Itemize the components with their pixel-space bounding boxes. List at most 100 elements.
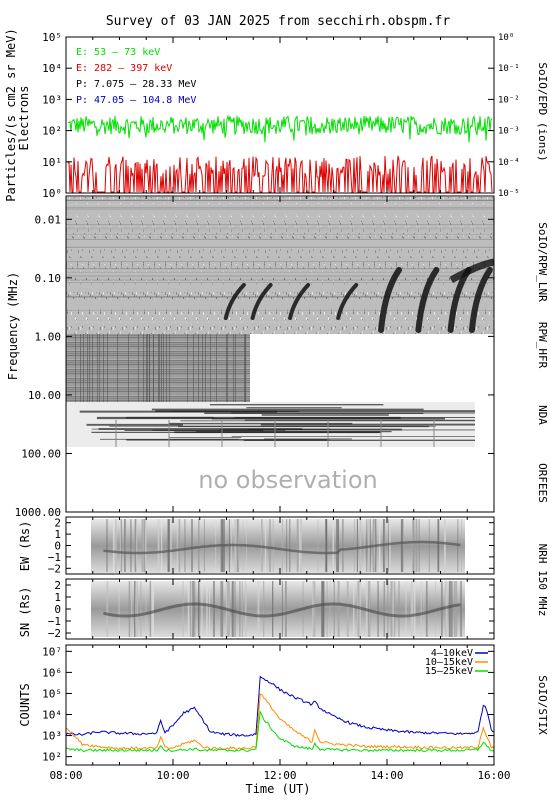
nrh-stripe [168, 519, 170, 572]
epd-left-ticks: 10⁰ 10¹ 10² 10³ 10⁴ 10⁵ [42, 31, 72, 200]
nrh-stripe [390, 581, 393, 637]
nrh-stripe [136, 581, 138, 637]
nrh-tick-label: −1 [48, 615, 61, 628]
nrh-stripe [412, 581, 414, 637]
nrh-stripe [446, 581, 448, 637]
no-observation-label: no observation [198, 466, 377, 494]
nrh-stripe [317, 519, 319, 572]
nrh-stripe [461, 519, 462, 572]
x-tick-label: 12:00 [263, 769, 296, 782]
nrh-stripe [456, 581, 458, 637]
epd-right-ticks: 10⁻⁵ 10⁻⁴ 10⁻³ 10⁻² 10⁻¹ 10⁰ [488, 33, 520, 199]
nrh-stripe [136, 519, 138, 572]
nrh-stripe [342, 519, 344, 572]
type3-burst [468, 267, 493, 333]
nrh-stripe [453, 581, 456, 637]
type3-burst [250, 283, 273, 320]
nrh-stripe [157, 519, 160, 572]
epd-series-1-trace [67, 155, 493, 193]
nrh-stripe [415, 519, 418, 572]
nrh-stripe [282, 519, 283, 572]
nrh-ew-image [91, 519, 465, 573]
nrh-stripe [394, 581, 396, 637]
nrh-tick-label: 0 [54, 540, 61, 553]
nrh-sn-panel: 210−1−2 SN (Rs) NRH 150 MHz [18, 544, 549, 640]
epd-series-0-trace [67, 114, 493, 143]
stix-tick-label: 10⁷ [42, 645, 62, 658]
epd-ylabel: Particles/(s cm2 sr MeV) [4, 28, 18, 201]
nrh-stripe [363, 519, 365, 572]
nrh-stripe [460, 581, 462, 637]
stix-legend-2: 15–25keV [425, 666, 473, 677]
nrh-stripe [144, 519, 147, 572]
nrh-stripe [450, 581, 453, 637]
nrh-stripe [388, 519, 389, 572]
nrh-stripe [272, 519, 274, 572]
nrh-tick-label: 2 [54, 517, 61, 530]
nrh-stripe [286, 519, 288, 572]
radio-tick-label: 0.10 [35, 272, 62, 285]
nrh-stripe [333, 581, 335, 637]
radio-tick-label: 10.00 [28, 389, 61, 402]
nrh-stripe [428, 519, 430, 572]
nrh-stripe [213, 581, 215, 637]
epd-right-tick-label: 10⁻⁴ [498, 158, 520, 168]
nrh-stripe [198, 581, 200, 637]
nrh-stripe [423, 581, 425, 637]
stix-legend-0: 4–10keV [431, 648, 473, 659]
nrh-stripe [151, 581, 152, 637]
stix-tick-label: 10² [42, 751, 62, 764]
nrh-ew-panel: 210−1−2 EW (Rs) [18, 516, 495, 575]
nrh-stripe [354, 519, 355, 572]
stix-tick-label: 10⁵ [42, 687, 62, 700]
nrh-tick-label: 2 [54, 579, 61, 592]
epd-left-tick-label: 10¹ [42, 156, 62, 169]
type3-burst [378, 267, 402, 333]
epd-right-tick-label: 10⁻³ [498, 127, 520, 137]
epd-right-tick-label: 10⁻¹ [498, 64, 520, 74]
epd-ylabel-2: Electrons [17, 85, 31, 150]
nrh-stripe [437, 519, 440, 572]
nrh-stripe [170, 519, 172, 572]
nrh-stripe [257, 581, 260, 637]
nrh-stripe [161, 519, 163, 572]
nrh-stripe [189, 581, 192, 637]
nrh-stripe [392, 581, 394, 637]
nrh-stripe [187, 581, 190, 637]
stix-series-2-trace [65, 710, 495, 753]
right-label-nda: NDA [536, 405, 549, 425]
nrh-stripe [124, 519, 126, 572]
nrh-stripe [130, 519, 132, 572]
nrh-stripe [152, 581, 154, 637]
nrh-sn-image [91, 581, 465, 637]
nrh-stripe [118, 581, 120, 637]
nrh-stripe [106, 519, 108, 572]
nrh-ew-ticks: 210−1−2 [48, 517, 494, 575]
nrh-stripe [120, 519, 122, 572]
nrh-stripe [184, 519, 186, 572]
nrh-tick-label: 0 [54, 603, 61, 616]
right-label-orfees: ORFEES [536, 463, 549, 503]
nrh-stripe [359, 519, 362, 572]
epd-left-tick-label: 10² [42, 125, 62, 138]
nrh-sn-ticks: 210−1−2 [48, 579, 494, 640]
stix-tick-label: 10³ [42, 730, 62, 743]
lnr-band-noise [66, 197, 494, 334]
stix-series-0-trace [65, 675, 495, 737]
stix-series-1-trace [65, 693, 495, 751]
type3-burst [415, 267, 440, 333]
stix-traces [65, 675, 495, 753]
nrh-stripe [141, 519, 144, 572]
nrh-sn-ylabel: SN (Rs) [18, 587, 32, 638]
stix-ylabel: COUNTS [18, 683, 32, 726]
x-axis-label: Time (UT) [245, 782, 310, 796]
radio-tick-label: 0.01 [35, 213, 62, 226]
lnr-horizontal-streaks [66, 199, 494, 330]
nrh-stripe [115, 519, 117, 572]
nrh-stripe [410, 581, 413, 637]
nrh-stripe [128, 581, 131, 637]
nrh-stripe [402, 519, 404, 572]
nrh-stripe [414, 581, 416, 637]
nrh-stripe [356, 581, 359, 637]
